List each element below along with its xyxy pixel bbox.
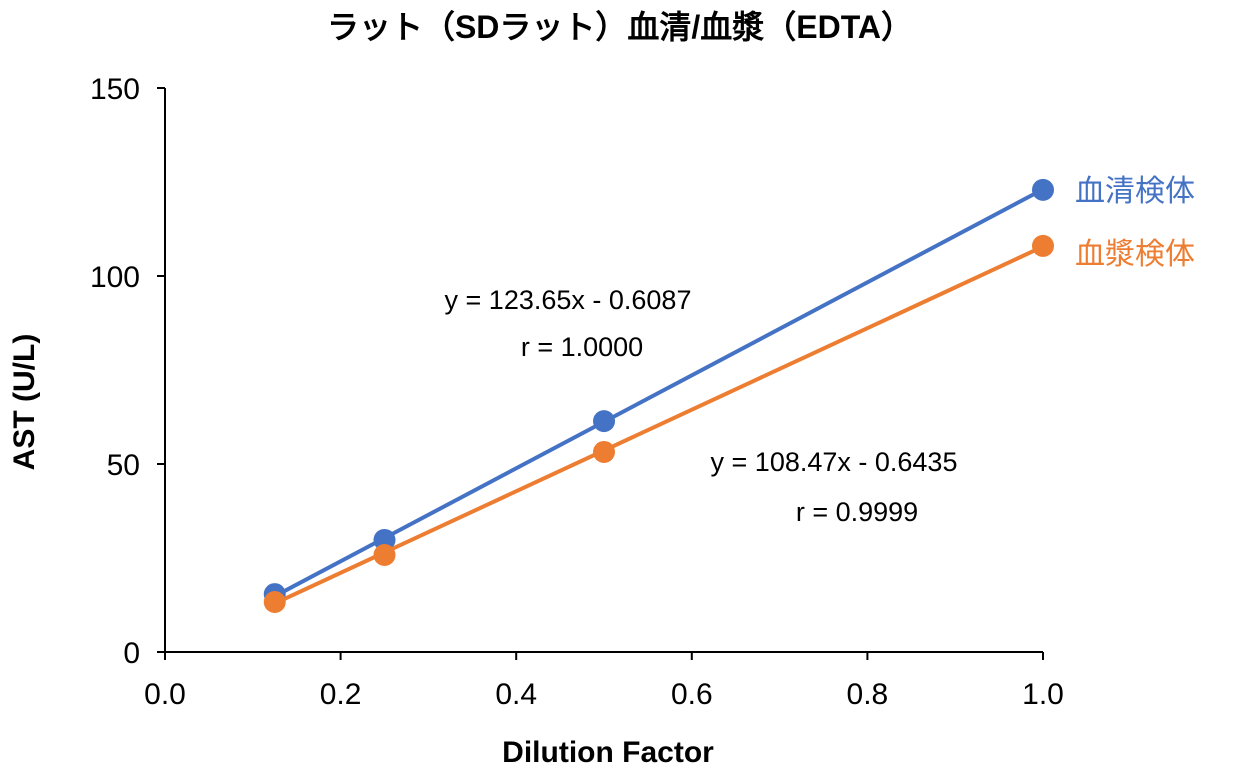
data-point xyxy=(593,410,615,433)
trendline xyxy=(273,244,1044,606)
data-point xyxy=(373,528,396,551)
equation-serum: y = 123.65x - 0.6087 xyxy=(445,285,692,315)
equation-plasma: y = 108.47x - 0.6435 xyxy=(711,447,958,477)
x-tick-label: 0.2 xyxy=(320,678,362,711)
y-tick-label: 150 xyxy=(90,73,140,106)
chart-title: ラット（SDラット）血清/血漿（EDTA） xyxy=(327,9,913,45)
x-tick-label: 0.6 xyxy=(671,678,713,711)
axes: 0.0 0.2 0.4 0.6 0.8 1.0 0 50 100 150 xyxy=(90,73,1064,711)
series-0 xyxy=(263,178,1054,606)
legend-label-serum: 血清検体 xyxy=(1075,175,1195,208)
x-tick-label: 0.4 xyxy=(495,678,537,711)
data-point xyxy=(263,590,286,613)
data-point xyxy=(593,440,615,463)
r-plasma: r = 0.9999 xyxy=(796,497,918,527)
x-axis-label: Dilution Factor xyxy=(502,736,714,769)
x-tick-label: 1.0 xyxy=(1022,678,1064,711)
data-point xyxy=(373,543,396,566)
y-tick-label: 0 xyxy=(123,637,140,670)
x-tick-label: 0.8 xyxy=(847,678,889,711)
y-tick-label: 100 xyxy=(90,261,140,294)
r-serum: r = 1.0000 xyxy=(521,332,643,362)
y-tick-label: 50 xyxy=(107,449,140,482)
data-point xyxy=(1032,234,1054,257)
y-axis-label: AST (U/L) xyxy=(8,334,41,471)
series-1 xyxy=(263,234,1054,613)
data-point xyxy=(1032,178,1054,201)
series-layer xyxy=(263,178,1054,613)
legend-label-plasma: 血漿検体 xyxy=(1075,238,1195,271)
x-tick-label: 0.0 xyxy=(144,678,186,711)
trendline xyxy=(273,187,1044,598)
